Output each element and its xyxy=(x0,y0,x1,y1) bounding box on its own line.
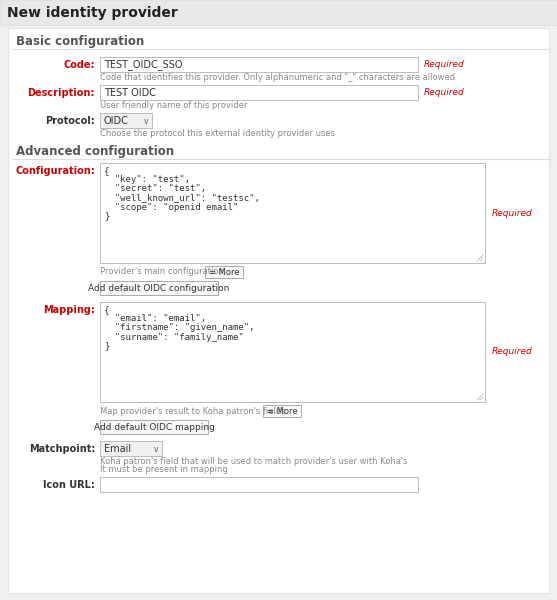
Text: New identity provider: New identity provider xyxy=(7,5,178,19)
FancyBboxPatch shape xyxy=(100,57,418,72)
Text: Required: Required xyxy=(492,347,532,356)
Text: TEST OIDC: TEST OIDC xyxy=(104,88,156,98)
Text: Choose the protocol this external identity provider uses: Choose the protocol this external identi… xyxy=(100,128,335,137)
Text: }: } xyxy=(104,341,109,350)
Text: Email: Email xyxy=(104,444,131,454)
Text: }: } xyxy=(104,211,109,220)
Text: "surname": "family_name": "surname": "family_name" xyxy=(104,332,244,341)
Text: Advanced configuration: Advanced configuration xyxy=(16,145,174,158)
Text: OIDC: OIDC xyxy=(104,116,129,126)
Text: Koha patron's field that will be used to match provider's user with Koha's: Koha patron's field that will be used to… xyxy=(100,457,408,466)
Text: "well_known_url": "testsc",: "well_known_url": "testsc", xyxy=(104,193,260,202)
Text: "scope": "openid email": "scope": "openid email" xyxy=(104,202,238,211)
Text: Map provider's result to Koha patron's fields.: Map provider's result to Koha patron's f… xyxy=(100,407,289,415)
Text: v: v xyxy=(144,116,148,125)
Text: v: v xyxy=(154,445,158,454)
Text: "key": "test",: "key": "test", xyxy=(104,175,190,185)
Text: Required: Required xyxy=(424,60,465,69)
Text: Mapping:: Mapping: xyxy=(43,305,95,315)
FancyBboxPatch shape xyxy=(205,266,243,278)
Text: Code that identifies this provider. Only alphanumeric and "_" characters are all: Code that identifies this provider. Only… xyxy=(100,73,455,82)
Text: Provider's main configuration.: Provider's main configuration. xyxy=(100,268,227,277)
FancyBboxPatch shape xyxy=(100,302,485,402)
Text: Required: Required xyxy=(424,88,465,97)
FancyBboxPatch shape xyxy=(100,420,208,434)
FancyBboxPatch shape xyxy=(100,85,418,100)
Text: Matchpoint:: Matchpoint: xyxy=(28,443,95,454)
Text: Configuration:: Configuration: xyxy=(15,166,95,176)
Text: Basic configuration: Basic configuration xyxy=(16,35,144,49)
FancyBboxPatch shape xyxy=(100,477,418,492)
Text: Add default OIDC configuration: Add default OIDC configuration xyxy=(89,284,229,293)
Text: "firstname": "given_name",: "firstname": "given_name", xyxy=(104,323,255,332)
Text: Code:: Code: xyxy=(63,59,95,70)
Text: Required: Required xyxy=(492,208,532,217)
FancyBboxPatch shape xyxy=(100,441,162,456)
FancyBboxPatch shape xyxy=(0,0,557,25)
Text: Icon URL:: Icon URL: xyxy=(43,479,95,490)
Text: It must be present in mapping: It must be present in mapping xyxy=(100,464,228,473)
Text: User friendly name of this provider: User friendly name of this provider xyxy=(100,100,247,109)
Text: TEST_OIDC_SSO: TEST_OIDC_SSO xyxy=(104,59,183,70)
Text: = More: = More xyxy=(209,268,240,277)
Text: "secret": "test",: "secret": "test", xyxy=(104,185,206,193)
Text: "email": "email",: "email": "email", xyxy=(104,314,206,323)
FancyBboxPatch shape xyxy=(263,405,301,417)
FancyBboxPatch shape xyxy=(100,163,485,263)
FancyBboxPatch shape xyxy=(100,281,218,295)
Text: {: { xyxy=(104,166,109,175)
FancyBboxPatch shape xyxy=(8,28,549,593)
Text: {: { xyxy=(104,305,109,314)
Text: = More: = More xyxy=(267,407,297,416)
FancyBboxPatch shape xyxy=(100,113,152,128)
Text: Description:: Description: xyxy=(28,88,95,97)
Text: Protocol:: Protocol: xyxy=(45,115,95,125)
Text: Add default OIDC mapping: Add default OIDC mapping xyxy=(94,423,214,432)
